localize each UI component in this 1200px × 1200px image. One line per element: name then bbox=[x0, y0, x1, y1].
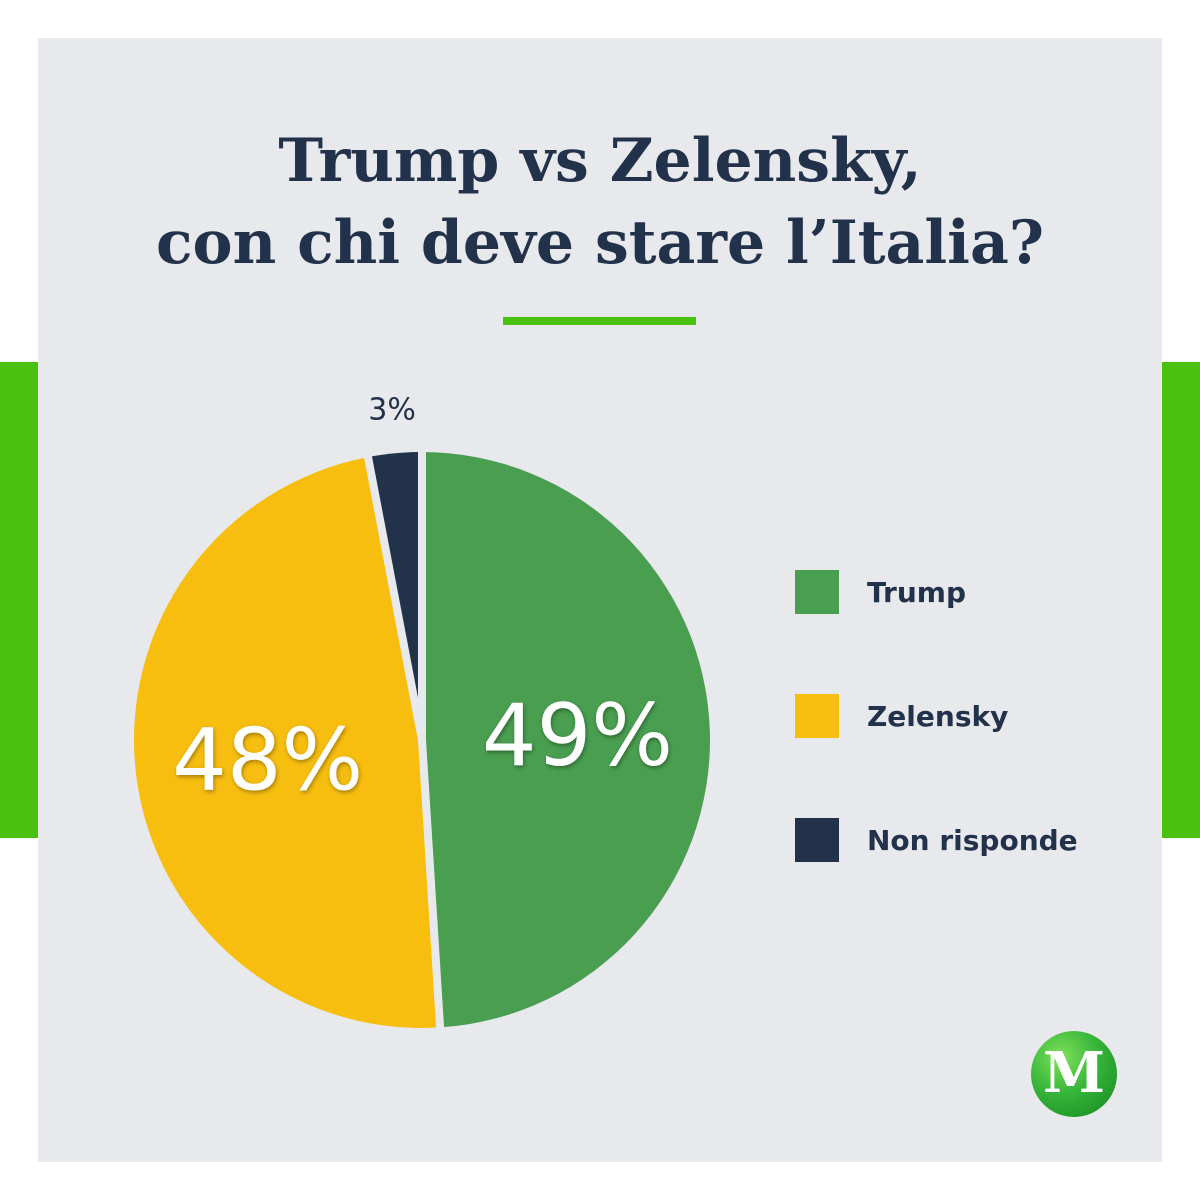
legend-label-zelensky: Zelensky bbox=[867, 699, 1009, 733]
legend-item-zelensky: Zelensky bbox=[795, 694, 1078, 738]
right-accent-bar bbox=[1162, 362, 1200, 838]
title-divider bbox=[503, 317, 696, 325]
logo-m-icon: M bbox=[1031, 1031, 1117, 1117]
title-line-2: con chi deve stare l’Italia? bbox=[156, 208, 1044, 278]
legend-label-non-risponde: Non risponde bbox=[867, 823, 1078, 857]
logo-letter: M bbox=[1043, 1040, 1105, 1106]
pie-separator bbox=[363, 452, 426, 741]
pie-label-trump: 49% bbox=[482, 686, 673, 786]
legend-swatch-non-risponde bbox=[795, 818, 839, 862]
pie-separator bbox=[418, 739, 445, 1032]
chart-legend: Trump Zelensky Non risponde bbox=[795, 570, 1078, 942]
pie-label-non-risponde: 3% bbox=[368, 392, 416, 427]
legend-label-trump: Trump bbox=[867, 575, 966, 609]
legend-swatch-zelensky bbox=[795, 694, 839, 738]
title-line-1: Trump vs Zelensky, bbox=[278, 126, 922, 196]
left-accent-bar bbox=[0, 362, 38, 838]
legend-item-trump: Trump bbox=[795, 570, 1078, 614]
pie-slice-trump bbox=[422, 452, 710, 1028]
pie-slice-zelensky bbox=[134, 457, 441, 1028]
legend-swatch-trump bbox=[795, 570, 839, 614]
page-title: Trump vs Zelensky, con chi deve stare l’… bbox=[38, 120, 1162, 284]
legend-item-non-risponde: Non risponde bbox=[795, 818, 1078, 862]
pie-label-zelensky: 48% bbox=[172, 710, 363, 810]
